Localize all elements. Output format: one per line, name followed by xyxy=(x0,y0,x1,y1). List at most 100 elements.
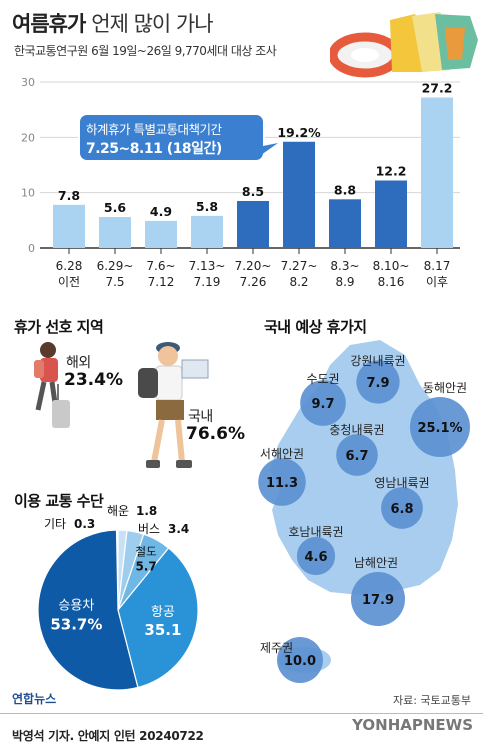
x-tick-label: 7.20~ xyxy=(235,259,272,273)
watermark: YONHAPNEWS xyxy=(352,716,473,734)
bar-value-label: 5.8 xyxy=(196,199,218,214)
title-light: 언제 많이 가나 xyxy=(91,12,213,36)
pie-value-label: 5.7 xyxy=(135,559,156,573)
region-value-label: 9.7 xyxy=(311,397,334,412)
x-tick-label: 7.5 xyxy=(105,275,124,289)
subtitle: 한국교통연구원 6월 19일~26일 9,770세대 대상 조사 xyxy=(14,44,277,58)
bar-value-label: 27.2 xyxy=(422,80,453,95)
x-tick-label: 7.26 xyxy=(240,275,267,289)
region-bubble xyxy=(277,637,323,683)
region-bubble xyxy=(381,487,423,529)
y-tick-label: 30 xyxy=(21,76,35,89)
x-tick-label: 7.19 xyxy=(194,275,221,289)
overseas-value: 23.4% xyxy=(64,370,123,390)
pie-value-label: 1.8 xyxy=(136,504,157,518)
region-bubble xyxy=(300,380,346,426)
y-tick-label: 10 xyxy=(21,187,35,200)
bar-value-label: 8.5 xyxy=(242,184,264,199)
x-tick-label: 8.9 xyxy=(335,275,354,289)
region-bubble xyxy=(410,397,470,457)
x-tick-label: 이후 xyxy=(426,275,448,289)
bar xyxy=(421,97,453,248)
y-tick-label: 0 xyxy=(28,242,35,255)
yonhap-logo: 연합뉴스 xyxy=(12,692,57,706)
pie-value-label: 35.1 xyxy=(144,621,181,639)
region-label: 강원내륙권 xyxy=(350,354,405,368)
footer-divider xyxy=(0,713,483,714)
bar xyxy=(99,217,131,248)
x-tick-label: 6.28 xyxy=(56,259,83,273)
region-label: 서해안권 xyxy=(260,447,304,461)
region-value-label: 11.3 xyxy=(266,476,298,491)
x-tick-label: 8.16 xyxy=(378,275,405,289)
region-value-label: 17.9 xyxy=(362,593,394,608)
bar xyxy=(191,215,223,248)
x-tick-label: 이전 xyxy=(58,275,80,289)
bar-value-label: 4.9 xyxy=(150,204,172,219)
region-value-label: 10.0 xyxy=(284,654,316,669)
bar xyxy=(237,200,269,248)
bar-value-label: 8.8 xyxy=(334,182,356,197)
x-tick-label: 6.29~ xyxy=(97,259,134,273)
pie-label: 승용차 xyxy=(58,599,94,614)
region-value-label: 7.9 xyxy=(366,376,389,391)
region-label: 동해안권 xyxy=(423,381,467,395)
pie-label: 철도 xyxy=(136,544,157,558)
bar xyxy=(375,180,407,248)
callout-line1: 하계휴가 특별교통대책기간 xyxy=(86,122,222,137)
x-tick-label: 8.3~ xyxy=(330,259,359,273)
pie-value-label: 0.3 xyxy=(74,517,95,531)
traveler-overseas-icon xyxy=(34,342,70,428)
region-label: 호남내륙권 xyxy=(288,525,343,539)
region-bubble xyxy=(296,536,336,576)
bar xyxy=(145,220,177,248)
x-tick-label: 8.10~ xyxy=(373,259,410,273)
pie-slice xyxy=(37,529,139,691)
pie-label: 버스 xyxy=(138,522,160,536)
region-value-label: 4.6 xyxy=(304,550,327,565)
source-note: 자료: 국토교통부 xyxy=(392,694,471,707)
region-value-label: 6.7 xyxy=(345,449,368,464)
bar-value-label: 5.6 xyxy=(104,200,126,215)
region-label: 제주권 xyxy=(260,641,293,655)
region-label: 충청내륙권 xyxy=(329,423,384,437)
region-bubble xyxy=(258,458,306,506)
bar xyxy=(329,199,361,248)
bar xyxy=(283,141,315,248)
region-bubble xyxy=(350,571,406,627)
page-title: 여름휴가 언제 많이 가나 xyxy=(12,8,214,38)
bar-value-label: 19.2% xyxy=(277,125,321,140)
region-value-label: 25.1% xyxy=(417,421,462,436)
section-destinations: 국내 예상 휴가지 xyxy=(264,318,367,336)
section-preferred-region: 휴가 선호 지역 xyxy=(14,318,104,336)
section-transport: 이용 교통 수단 xyxy=(14,492,104,510)
bar-value-label: 7.8 xyxy=(58,188,80,203)
region-label: 수도권 xyxy=(306,372,339,386)
x-tick-label: 8.2 xyxy=(289,275,308,289)
callout-line2: 7.25~8.11 (18일간) xyxy=(86,141,222,157)
life-ring-icon xyxy=(330,12,478,78)
pie-value-label: 53.7% xyxy=(50,616,102,634)
bar-value-label: 12.2 xyxy=(376,163,407,178)
pie-label: 항공 xyxy=(151,605,175,620)
x-tick-label: 7.12 xyxy=(148,275,175,289)
region-label: 영남내륙권 xyxy=(374,476,429,490)
credit-line: 박영석 기자. 안예지 인턴 20240722 xyxy=(12,729,204,743)
y-tick-label: 20 xyxy=(21,131,35,144)
pie-value-label: 3.4 xyxy=(168,522,189,536)
x-tick-label: 7.6~ xyxy=(146,259,175,273)
pie-label: 해운 xyxy=(107,504,129,518)
bar xyxy=(53,204,85,248)
region-bubble xyxy=(336,434,378,476)
region-value-label: 6.8 xyxy=(390,502,413,517)
x-tick-label: 7.13~ xyxy=(189,259,226,273)
region-label: 남해안권 xyxy=(354,556,398,570)
traveler-domestic-icon xyxy=(138,342,209,468)
domestic-value: 76.6% xyxy=(186,424,245,444)
title-bold: 여름휴가 xyxy=(12,12,86,36)
destinations-map: 강원내륙권 7.9 수도권 9.7 동해안권 25.1% 충청내륙권 6.7 서해안권 11.3 영… xyxy=(258,340,470,683)
overseas-label: 해외 xyxy=(66,355,91,371)
region-bubble xyxy=(356,360,400,404)
